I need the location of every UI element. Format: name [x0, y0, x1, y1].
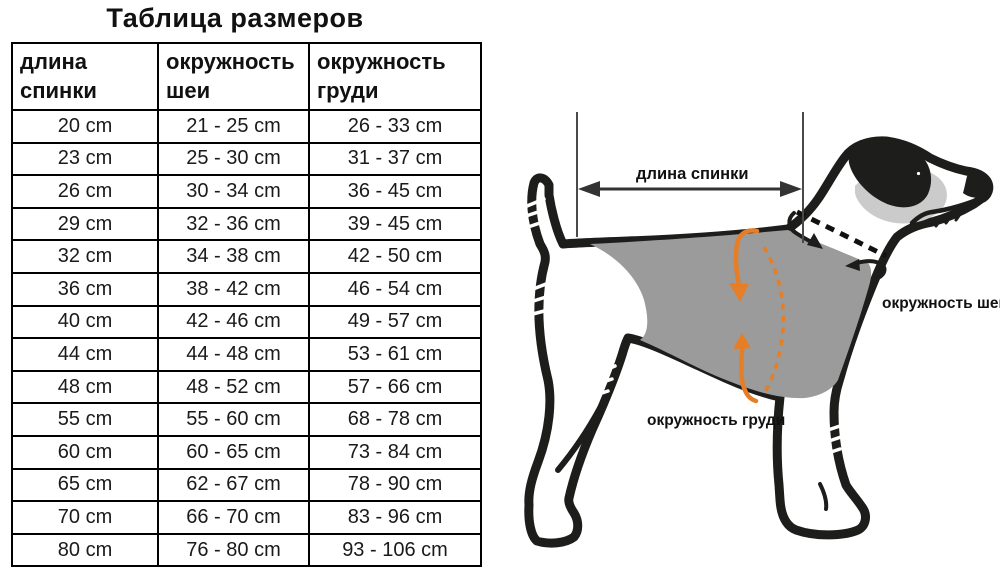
- cell-neck-girth: 44 - 48 cm: [157, 337, 310, 372]
- dog-nose: [963, 173, 987, 198]
- cell-back-length: 29 cm: [11, 206, 159, 242]
- neck-girth-dashed-line: [795, 209, 888, 259]
- table-row: 48 cm 48 - 52 cm 57 - 66 cm: [11, 369, 482, 405]
- cell-back-length: 40 cm: [11, 304, 159, 340]
- dog-eye: [909, 169, 923, 187]
- cell-neck-girth: 32 - 36 cm: [157, 206, 310, 242]
- cell-neck-girth: 30 - 34 cm: [157, 174, 310, 209]
- chest-girth-label: окружность груди: [647, 412, 785, 429]
- cell-neck-girth: 21 - 25 cm: [157, 109, 310, 144]
- cell-chest-girth: 26 - 33 cm: [308, 109, 482, 144]
- cell-chest-girth: 42 - 50 cm: [308, 239, 482, 274]
- cell-neck-girth: 60 - 65 cm: [157, 434, 310, 470]
- measure-arrowhead-left: [578, 181, 600, 197]
- table-row: 36 cm 38 - 42 cm 46 - 54 cm: [11, 271, 482, 307]
- chest-girth-arrow-up: [733, 333, 759, 404]
- dog-hind-leg-inner-line: [555, 405, 603, 473]
- cell-chest-girth: 36 - 45 cm: [308, 174, 482, 209]
- cell-back-length: 60 cm: [11, 434, 159, 470]
- cell-neck-girth: 48 - 52 cm: [157, 369, 310, 405]
- cell-neck-girth: 38 - 42 cm: [157, 271, 310, 307]
- cell-neck-girth: 42 - 46 cm: [157, 304, 310, 340]
- cell-chest-girth: 83 - 96 cm: [308, 500, 482, 535]
- cell-back-length: 48 cm: [11, 369, 159, 405]
- chest-girth-arrow-down: [729, 228, 760, 302]
- cell-chest-girth: 49 - 57 cm: [308, 304, 482, 340]
- cell-neck-girth: 34 - 38 cm: [157, 239, 310, 274]
- cell-neck-girth: 66 - 70 cm: [157, 500, 310, 535]
- back-length-measure: [576, 112, 804, 243]
- table-row: 80 cm 76 - 80 cm 93 - 106 cm: [11, 532, 482, 567]
- cell-back-length: 55 cm: [11, 402, 159, 437]
- cell-back-length: 20 cm: [11, 109, 159, 144]
- cell-chest-girth: 39 - 45 cm: [308, 206, 482, 242]
- dog-front-paw-inner-line: [818, 482, 829, 511]
- cell-neck-girth: 62 - 67 cm: [157, 467, 310, 503]
- cell-back-length: 70 cm: [11, 500, 159, 535]
- neck-girth-arrow-left: [787, 211, 823, 249]
- cell-neck-girth: 76 - 80 cm: [157, 532, 310, 567]
- table-row: 20 cm 21 - 25 cm 26 - 33 cm: [11, 109, 482, 144]
- size-table: длина спинки окружность шеи окружность г…: [11, 42, 482, 567]
- dog-ear-patch: [848, 143, 932, 208]
- col-header-chest-girth: окружность груди: [308, 42, 482, 111]
- table-row: 44 cm 44 - 48 cm 53 - 61 cm: [11, 337, 482, 372]
- table-row: 60 cm 60 - 65 cm 73 - 84 cm: [11, 434, 482, 470]
- table-row: 32 cm 34 - 38 cm 42 - 50 cm: [11, 239, 482, 274]
- cell-back-length: 44 cm: [11, 337, 159, 372]
- cell-chest-girth: 93 - 106 cm: [308, 532, 482, 567]
- cell-back-length: 80 cm: [11, 532, 159, 567]
- table-row: 55 cm 55 - 60 cm 68 - 78 cm: [11, 402, 482, 437]
- table-row: 23 cm 25 - 30 cm 31 - 37 cm: [11, 141, 482, 177]
- dog-mouth-line: [909, 194, 987, 226]
- table-row: 40 cm 42 - 46 cm 49 - 57 cm: [11, 304, 482, 340]
- dog-vest: [590, 230, 872, 399]
- cell-back-length: 32 cm: [11, 239, 159, 274]
- table-row: 26 cm 30 - 34 cm 36 - 45 cm: [11, 174, 482, 209]
- table-row: 29 cm 32 - 36 cm 39 - 45 cm: [11, 206, 482, 242]
- cell-chest-girth: 73 - 84 cm: [308, 434, 482, 470]
- table-row: 65 cm 62 - 67 cm 78 - 90 cm: [11, 467, 482, 503]
- cell-back-length: 23 cm: [11, 141, 159, 177]
- table-header-row: длина спинки окружность шеи окружность г…: [11, 42, 482, 111]
- cell-back-length: 26 cm: [11, 174, 159, 209]
- measure-arrowhead-right: [780, 181, 802, 197]
- cell-neck-girth: 25 - 30 cm: [157, 141, 310, 177]
- cell-back-length: 36 cm: [11, 271, 159, 307]
- back-length-label: длина спинки: [636, 165, 748, 183]
- neck-girth-label: окружность шеи: [882, 295, 1000, 312]
- dog-hatch-marks: [524, 197, 845, 456]
- dog-whisker-marks: [934, 208, 965, 228]
- cell-chest-girth: 46 - 54 cm: [308, 271, 482, 307]
- cell-neck-girth: 55 - 60 cm: [157, 402, 310, 437]
- cell-chest-girth: 57 - 66 cm: [308, 369, 482, 405]
- dog-illustration: [524, 136, 994, 548]
- col-header-back-length: длина спинки: [11, 42, 159, 111]
- col-header-neck-girth: окружность шеи: [157, 42, 310, 111]
- cell-chest-girth: 68 - 78 cm: [308, 402, 482, 437]
- page-title: Таблица размеров: [106, 3, 364, 33]
- neck-girth-arrow-right: [845, 259, 887, 280]
- cell-chest-girth: 78 - 90 cm: [308, 467, 482, 503]
- cell-chest-girth: 53 - 61 cm: [308, 337, 482, 372]
- chest-girth-dashed-arc: [762, 246, 786, 395]
- cell-back-length: 65 cm: [11, 467, 159, 503]
- table-row: 70 cm 66 - 70 cm 83 - 96 cm: [11, 500, 482, 535]
- cell-chest-girth: 31 - 37 cm: [308, 141, 482, 177]
